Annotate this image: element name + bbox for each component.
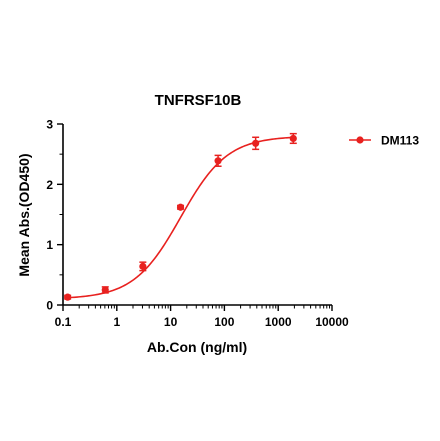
x-tick-label: 100	[214, 315, 234, 329]
legend-marker	[356, 136, 364, 144]
x-tick-label: 10	[164, 315, 178, 329]
data-point	[64, 293, 72, 301]
x-axis-label: Ab.Con (ng/ml)	[147, 339, 247, 355]
y-axis-label: Mean Abs.(OD450)	[16, 153, 32, 276]
data-point	[101, 286, 109, 294]
data-point	[139, 262, 147, 270]
x-tick-label: 10000	[315, 315, 349, 329]
plot-area	[64, 132, 297, 301]
x-tick-label: 1000	[265, 315, 292, 329]
data-point	[176, 203, 185, 211]
y-tick-label: 0	[46, 299, 53, 313]
data-point	[252, 139, 260, 147]
x-tick-label: 1	[113, 315, 120, 329]
y-tick-label: 2	[46, 178, 53, 192]
y-tick-label: 1	[46, 238, 53, 252]
data-point	[289, 134, 297, 143]
legend-label: DM113	[381, 134, 419, 148]
y-axis: 0 1 2 3	[46, 118, 64, 313]
data-point	[214, 157, 222, 165]
x-tick-label: 0.1	[55, 315, 72, 329]
legend: DM113	[349, 134, 419, 148]
x-axis: 0.1 1 10 100 1000 10000	[55, 304, 349, 329]
fit-curve	[67, 136, 294, 299]
y-tick-label: 3	[46, 118, 53, 132]
chart-title: TNFRSF10B	[155, 92, 242, 109]
